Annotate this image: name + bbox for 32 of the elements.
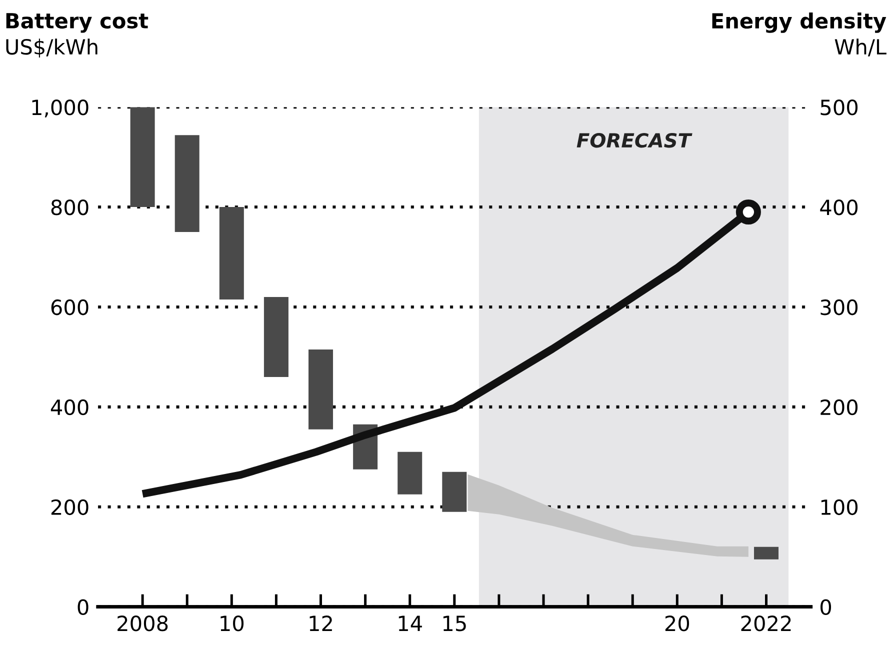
bar [174, 135, 200, 232]
bar [130, 107, 155, 208]
y-tick-label: 200 [51, 499, 88, 516]
y-tick-label: 400 [50, 399, 88, 416]
y-tick-label: 600 [51, 299, 88, 316]
x-tick-label: 12 [310, 616, 332, 631]
y2-tick-label: 200 [820, 399, 858, 416]
bar [442, 472, 467, 512]
band-label: FORECAST [576, 133, 692, 148]
bar [264, 296, 288, 377]
bar [754, 546, 779, 560]
y-axis-title: US$/kWh [6, 38, 98, 58]
x-tick-label: 10 [220, 616, 244, 632]
y2-axis-title: Wh/L [834, 38, 886, 56]
y2-tick-label: 100 [821, 499, 858, 516]
bar [398, 452, 422, 494]
y-tick-label: 0 [78, 599, 88, 616]
x-tick-label: 20 [665, 616, 690, 632]
x-tick-label: 14 [398, 616, 422, 631]
y2-tick-label: 300 [820, 299, 858, 316]
x-tick-label: 2008 [118, 616, 168, 632]
y-tick-label: 1,000 [32, 100, 88, 118]
bar [219, 207, 244, 300]
bar [308, 349, 334, 430]
x-tick-label: 15 [443, 616, 466, 632]
y2-tick-label: 500 [820, 100, 858, 116]
chart-title: Battery cost [6, 13, 148, 33]
y-tick-label: 800 [51, 199, 88, 216]
y2-tick-label: 0 [820, 599, 832, 616]
x-tick-label: 2022 [741, 616, 791, 632]
y2-tick-label: 400 [820, 199, 858, 216]
text: Energy density [712, 12, 886, 33]
